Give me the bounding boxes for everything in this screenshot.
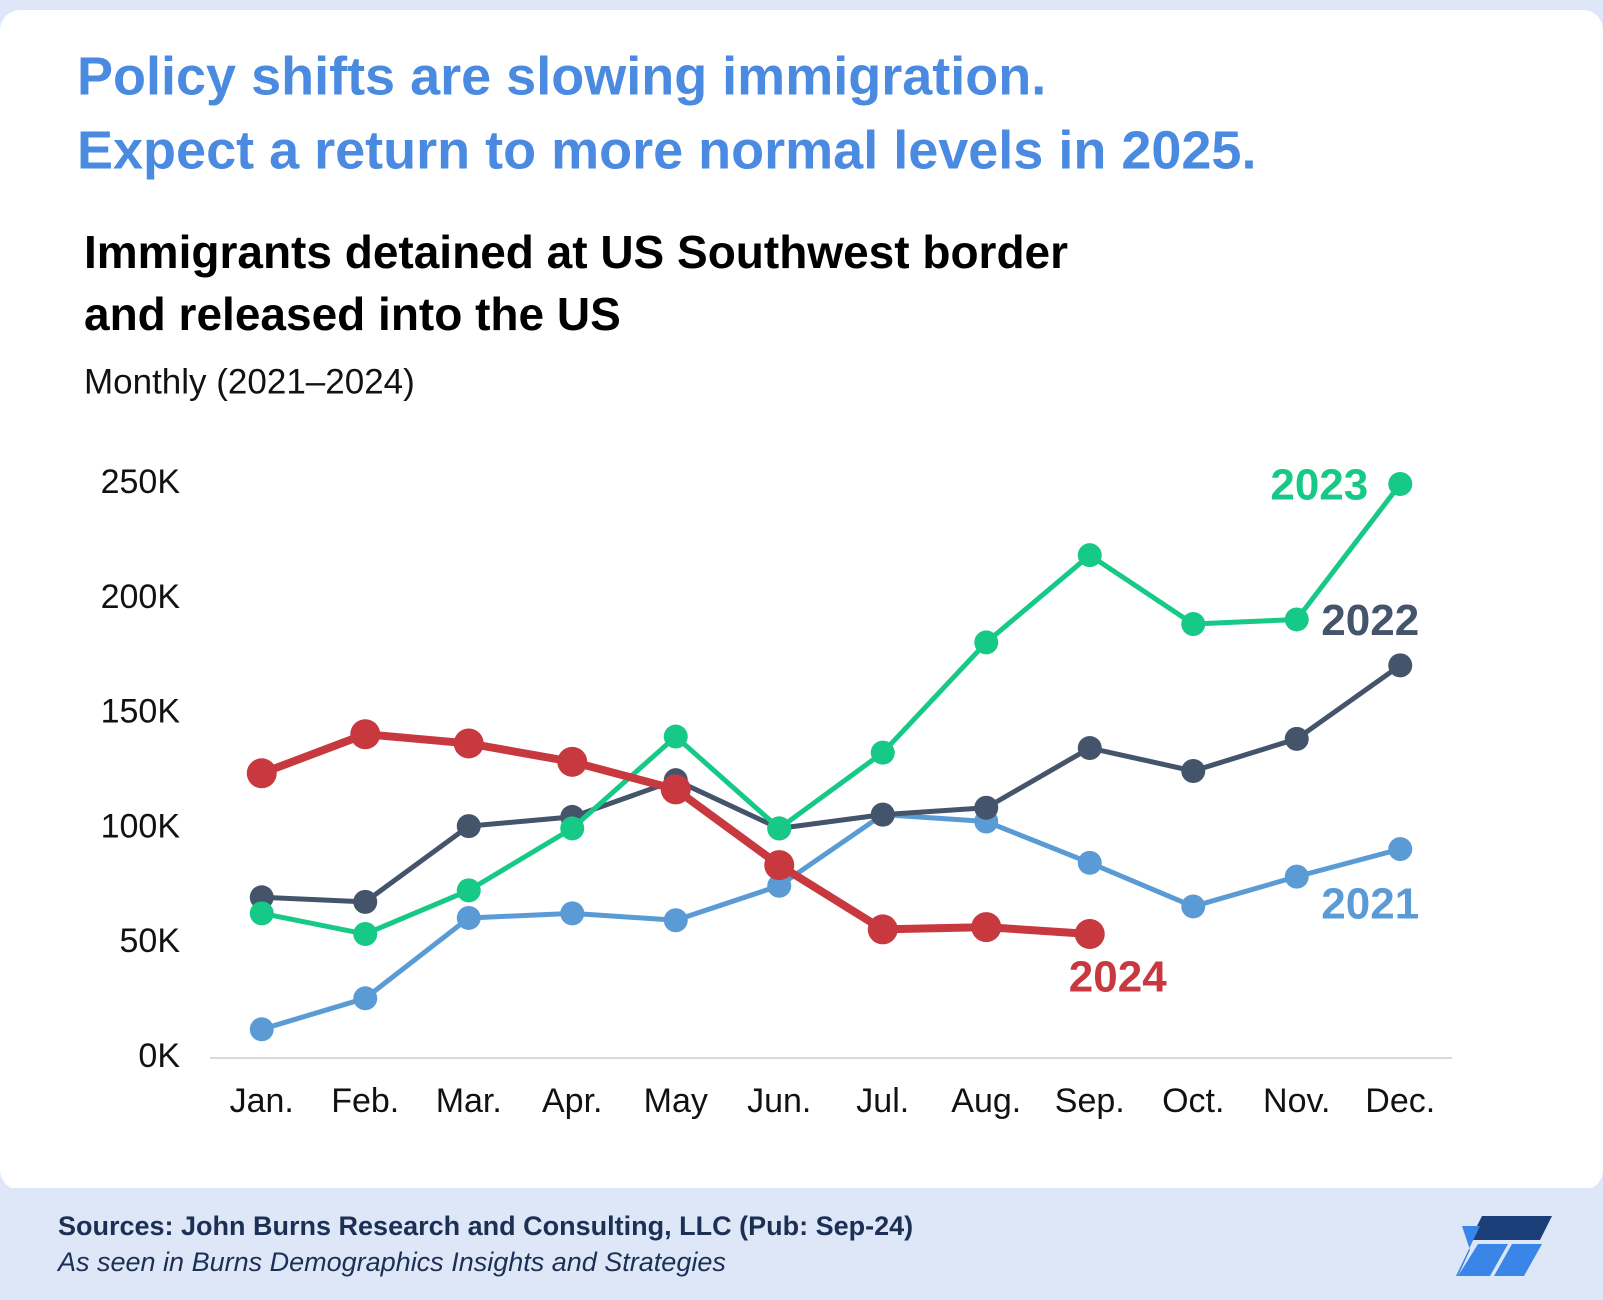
point — [246, 758, 277, 789]
point — [1284, 726, 1309, 751]
point — [1181, 894, 1206, 919]
point — [870, 802, 895, 827]
headline: Policy shifts are slowing immigration. — [77, 46, 1046, 106]
point — [249, 1017, 274, 1042]
point — [249, 901, 274, 926]
chart-title: and released into the US — [84, 288, 621, 340]
point — [1181, 759, 1206, 783]
point — [767, 873, 792, 898]
series-line — [261, 482, 1403, 937]
point — [663, 908, 688, 933]
x-tick-label: Dec. — [1365, 1082, 1435, 1120]
point — [557, 746, 588, 777]
series-label: 2024 — [1069, 953, 1167, 1002]
note: As seen in Burns Demographics Insights a… — [56, 1247, 726, 1277]
headline: Expect a return to more normal levels in… — [77, 120, 1256, 180]
point — [660, 774, 691, 805]
point — [456, 878, 481, 903]
series-line — [261, 812, 1401, 1032]
point — [560, 901, 585, 926]
card — [0, 10, 1603, 1190]
point — [974, 630, 999, 655]
point — [560, 816, 585, 841]
point — [456, 814, 481, 839]
point — [867, 914, 898, 945]
x-tick-label: Jan. — [230, 1082, 294, 1120]
point — [456, 905, 481, 930]
footer — [0, 1188, 1603, 1300]
logo — [1456, 1216, 1552, 1276]
y-tick-label: 50K — [120, 922, 181, 960]
point — [1388, 653, 1413, 678]
point — [663, 724, 688, 749]
series-label: 2021 — [1321, 880, 1419, 929]
point — [1077, 736, 1102, 761]
x-tick-label: Oct. — [1162, 1082, 1224, 1120]
x-tick-label: Feb. — [331, 1082, 399, 1120]
point — [1284, 607, 1309, 632]
point — [353, 922, 378, 947]
point — [1388, 837, 1413, 862]
y-tick-label: 0K — [138, 1037, 180, 1075]
point — [1284, 864, 1309, 889]
point — [870, 740, 895, 765]
point — [353, 986, 378, 1011]
point — [1181, 612, 1206, 637]
point — [971, 912, 1002, 943]
point — [1388, 472, 1413, 496]
series-line — [261, 663, 1402, 905]
point — [1074, 919, 1105, 950]
x-tick-label: May — [644, 1082, 708, 1120]
chart-subtitle: Monthly (2021–2024) — [84, 362, 415, 401]
point — [1077, 543, 1102, 568]
y-tick-label: 100K — [101, 807, 181, 845]
point — [767, 816, 792, 841]
y-tick-label: 200K — [101, 578, 181, 616]
x-tick-label: Apr. — [542, 1082, 602, 1120]
chart-title: Immigrants detained at US Southwest bord… — [84, 226, 1068, 278]
point — [453, 728, 484, 759]
point — [353, 889, 378, 914]
x-tick-label: Jun. — [747, 1082, 811, 1120]
point — [350, 719, 381, 750]
point — [974, 795, 999, 820]
source: Sources: John Burns Research and Consult… — [58, 1211, 913, 1241]
point — [1077, 850, 1102, 875]
x-tick-label: Sep. — [1055, 1082, 1125, 1120]
y-tick-label: 150K — [101, 693, 181, 731]
x-tick-label: Aug. — [951, 1082, 1021, 1120]
x-tick-label: Nov. — [1263, 1082, 1330, 1120]
point — [764, 850, 795, 881]
series-label: 2022 — [1321, 596, 1419, 645]
y-tick-label: 250K — [101, 463, 181, 501]
x-tick-label: Jul. — [856, 1082, 909, 1120]
series-label: 2023 — [1270, 461, 1368, 510]
x-tick-label: Mar. — [436, 1082, 502, 1120]
